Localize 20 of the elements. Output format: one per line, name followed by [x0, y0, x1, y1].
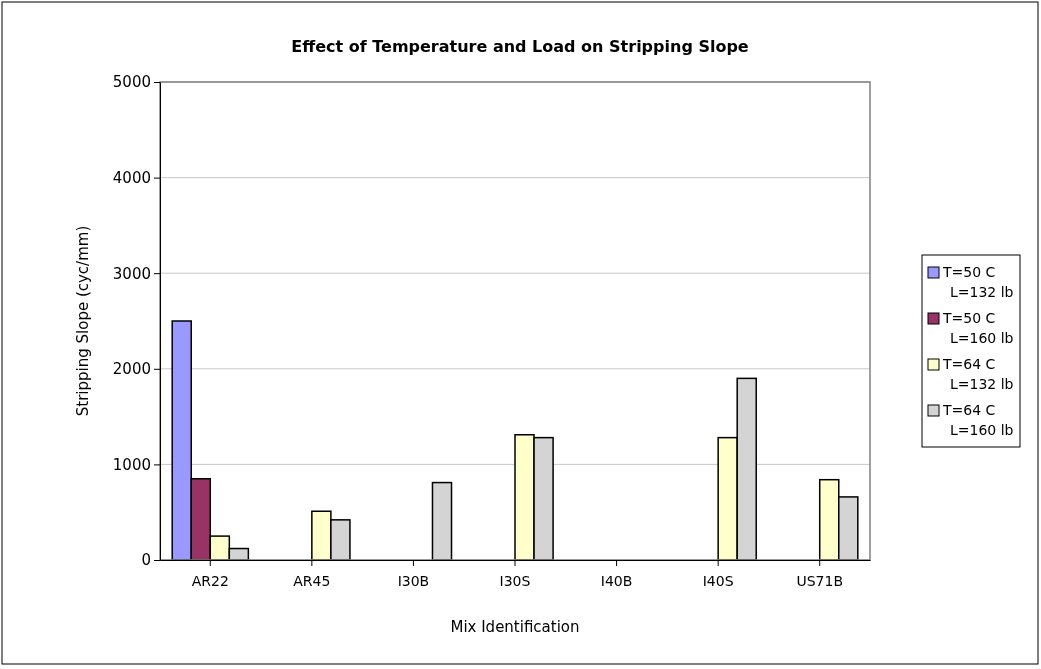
x-tick-label: US71B [796, 572, 843, 589]
y-axis-title: Stripping Slope (cyc/mm) [74, 225, 92, 417]
x-tick-label: I40S [702, 572, 734, 589]
legend-label: T=50 C L=160 lb [942, 310, 1014, 346]
x-tick-label: AR45 [293, 572, 331, 589]
legend-label: T=64 C L=160 lb [942, 402, 1014, 438]
x-tick-label: I40B [600, 572, 633, 589]
y-tick-label: 0 [141, 551, 151, 570]
y-tick-label: 2000 [112, 360, 151, 379]
x-tick-label: I30B [397, 572, 430, 589]
x-tick-label: AR22 [191, 572, 229, 589]
y-tick-label: 1000 [112, 455, 151, 474]
y-tick-label: 3000 [112, 264, 151, 283]
x-axis-title: Mix Identification [450, 618, 580, 636]
x-tick-label: I30S [499, 572, 531, 589]
y-tick-label: 4000 [112, 168, 151, 187]
y-tick-label: 5000 [112, 73, 151, 92]
legend-label: T=64 C L=132 lb [942, 356, 1014, 392]
legend-label: T=50 C L=132 lb [942, 264, 1014, 300]
chart-title: Effect of Temperature and Load on Stripping Slope [291, 37, 749, 56]
